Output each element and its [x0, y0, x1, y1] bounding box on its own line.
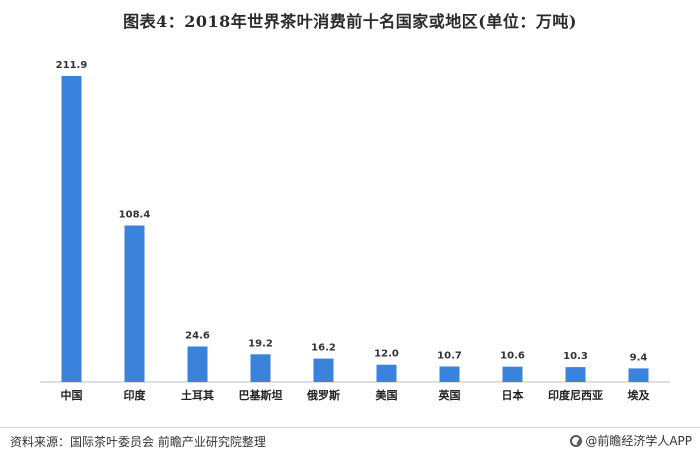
brand-text: @前瞻经济学人APP	[585, 434, 692, 448]
bar	[502, 366, 523, 382]
category-label: 日本	[502, 388, 524, 402]
value-label: 211.9	[56, 60, 88, 71]
value-label: 12.0	[374, 349, 399, 360]
category-label: 印度尼西亚	[548, 388, 603, 402]
value-label: 108.4	[119, 210, 151, 221]
category-label: 巴基斯坦	[239, 388, 283, 402]
bar	[124, 225, 145, 382]
category-label: 俄罗斯	[306, 388, 340, 402]
footer-divider	[0, 427, 700, 428]
category-label: 土耳其	[181, 388, 214, 402]
category-label: 印度	[124, 388, 147, 402]
bar	[250, 354, 271, 382]
bar	[565, 367, 586, 382]
category-label: 埃及	[628, 388, 651, 402]
value-label: 16.2	[311, 343, 336, 354]
category-label: 中国	[61, 388, 83, 402]
category-label: 美国	[376, 388, 398, 402]
source-note: 资料来源：国际茶叶委员会 前瞻产业研究院整理	[10, 435, 266, 449]
bar	[628, 368, 649, 382]
bar	[376, 364, 397, 382]
value-label: 10.6	[500, 351, 525, 362]
bar	[187, 346, 208, 382]
value-label: 10.3	[563, 351, 588, 362]
value-label: 9.4	[630, 352, 648, 363]
bar	[313, 358, 334, 382]
bar	[61, 76, 82, 382]
category-label: 英国	[438, 388, 461, 402]
value-label: 19.2	[248, 338, 273, 349]
bar-chart: 211.9 中国 108.4 印度 24.6 土耳其 19.2 巴基斯坦 16.2 俄罗斯 12.0…	[40, 60, 670, 402]
bar	[439, 366, 460, 382]
value-label: 24.6	[185, 331, 210, 342]
chart-title: 图表4：2018年世界茶叶消费前十名国家或地区(单位：万吨)	[123, 12, 577, 31]
brand-mark: @前瞻经济学人APP	[570, 432, 692, 449]
value-label: 10.7	[437, 351, 462, 362]
brand-logo-icon	[570, 434, 583, 447]
